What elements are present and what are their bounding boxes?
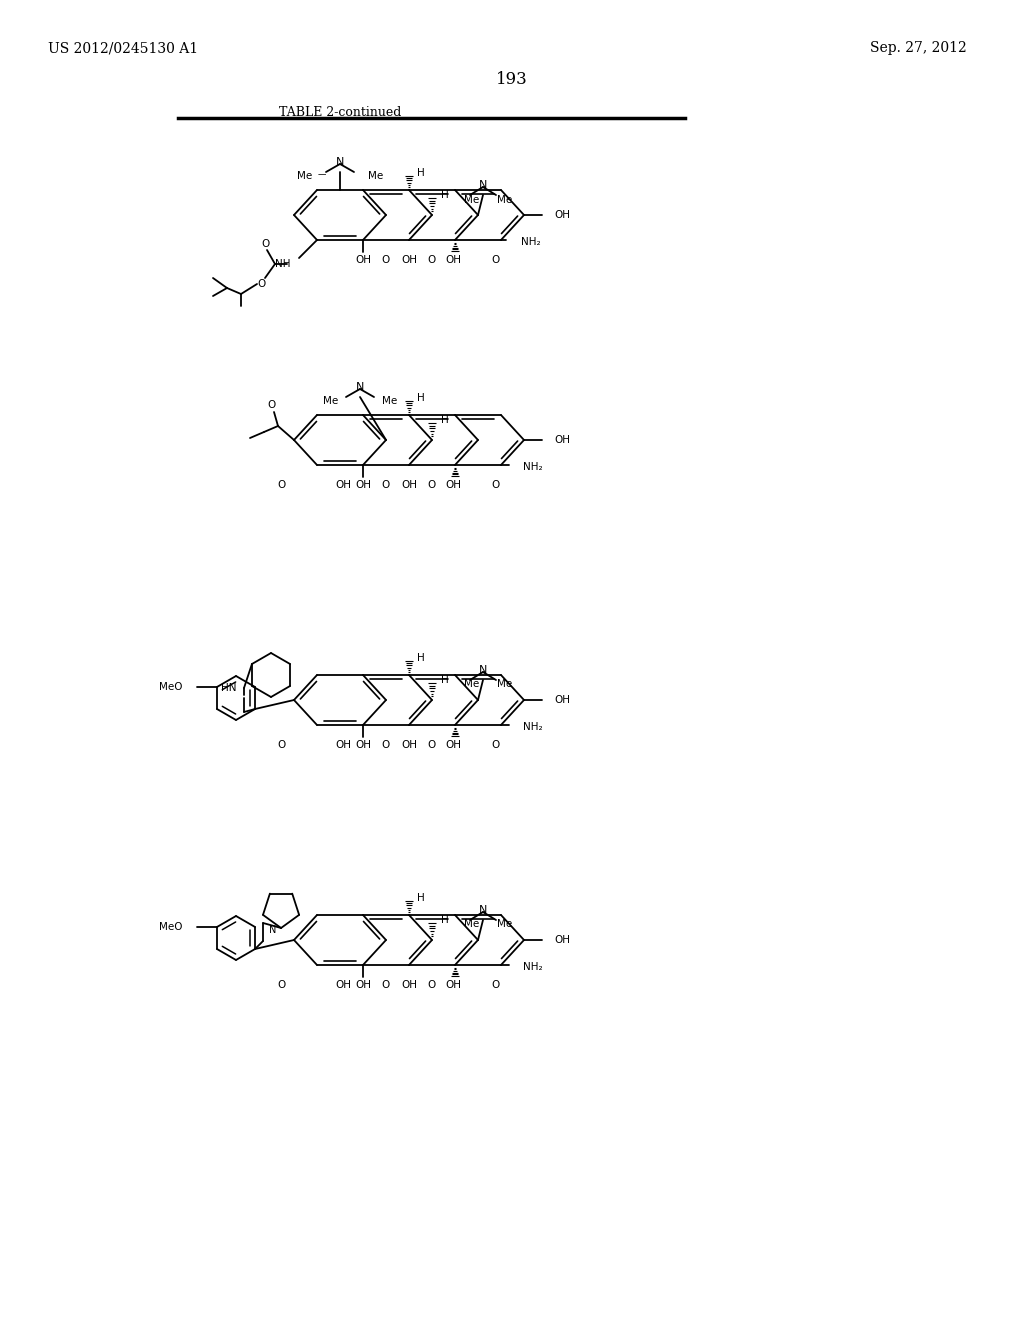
Text: OH: OH [554,935,570,945]
Text: OH: OH [554,696,570,705]
Text: —: — [317,170,327,180]
Text: O: O [492,480,500,490]
Text: Me: Me [497,195,512,205]
Text: Me: Me [497,678,512,689]
Text: O: O [382,979,390,990]
Text: OH: OH [401,979,417,990]
Text: O: O [268,400,276,411]
Text: NH₂: NH₂ [523,722,543,733]
Text: N: N [269,925,276,935]
Text: MeO: MeO [160,921,183,932]
Text: O: O [428,741,436,750]
Text: Me: Me [464,919,479,929]
Text: Me: Me [382,396,397,407]
Text: H: H [441,414,449,425]
Text: Me: Me [297,172,312,181]
Text: N: N [479,906,487,915]
Text: N: N [479,665,487,675]
Text: H: H [441,915,449,925]
Text: O: O [428,480,436,490]
Text: OH: OH [401,741,417,750]
Text: TABLE 2-continued: TABLE 2-continued [279,107,401,120]
Text: Me: Me [497,919,512,929]
Text: O: O [428,255,436,265]
Text: OH: OH [335,741,351,750]
Text: NH₂: NH₂ [521,238,541,247]
Text: NH₂: NH₂ [523,462,543,473]
Text: HN: HN [220,682,236,693]
Text: O: O [428,979,436,990]
Text: OH: OH [445,480,461,490]
Text: OH: OH [401,480,417,490]
Text: O: O [492,741,500,750]
Text: MeO: MeO [160,682,183,692]
Text: O: O [492,979,500,990]
Text: OH: OH [445,741,461,750]
Text: O: O [261,239,269,249]
Text: OH: OH [445,979,461,990]
Text: O: O [278,480,286,490]
Text: N: N [336,157,344,168]
Text: H: H [417,894,425,903]
Text: Me: Me [323,396,338,407]
Text: N: N [355,381,365,392]
Text: H: H [417,393,425,403]
Text: H: H [441,190,449,201]
Text: H: H [441,675,449,685]
Text: OH: OH [355,741,371,750]
Text: 193: 193 [496,71,528,88]
Text: OH: OH [335,979,351,990]
Text: H: H [417,168,425,178]
Text: NH: NH [275,259,291,269]
Text: O: O [382,255,390,265]
Text: Me: Me [464,195,479,205]
Text: O: O [382,480,390,490]
Text: OH: OH [335,480,351,490]
Text: Me: Me [368,172,383,181]
Text: O: O [382,741,390,750]
Text: OH: OH [355,255,371,265]
Text: O: O [278,741,286,750]
Text: OH: OH [355,480,371,490]
Text: NH₂: NH₂ [523,962,543,972]
Text: Me: Me [464,678,479,689]
Text: OH: OH [355,979,371,990]
Text: OH: OH [401,255,417,265]
Text: O: O [257,279,265,289]
Text: OH: OH [554,210,570,220]
Text: OH: OH [445,255,461,265]
Text: OH: OH [554,436,570,445]
Text: N: N [479,180,487,190]
Text: O: O [492,255,500,265]
Text: US 2012/0245130 A1: US 2012/0245130 A1 [48,41,198,55]
Text: H: H [417,653,425,663]
Text: Sep. 27, 2012: Sep. 27, 2012 [870,41,967,55]
Text: O: O [278,979,286,990]
